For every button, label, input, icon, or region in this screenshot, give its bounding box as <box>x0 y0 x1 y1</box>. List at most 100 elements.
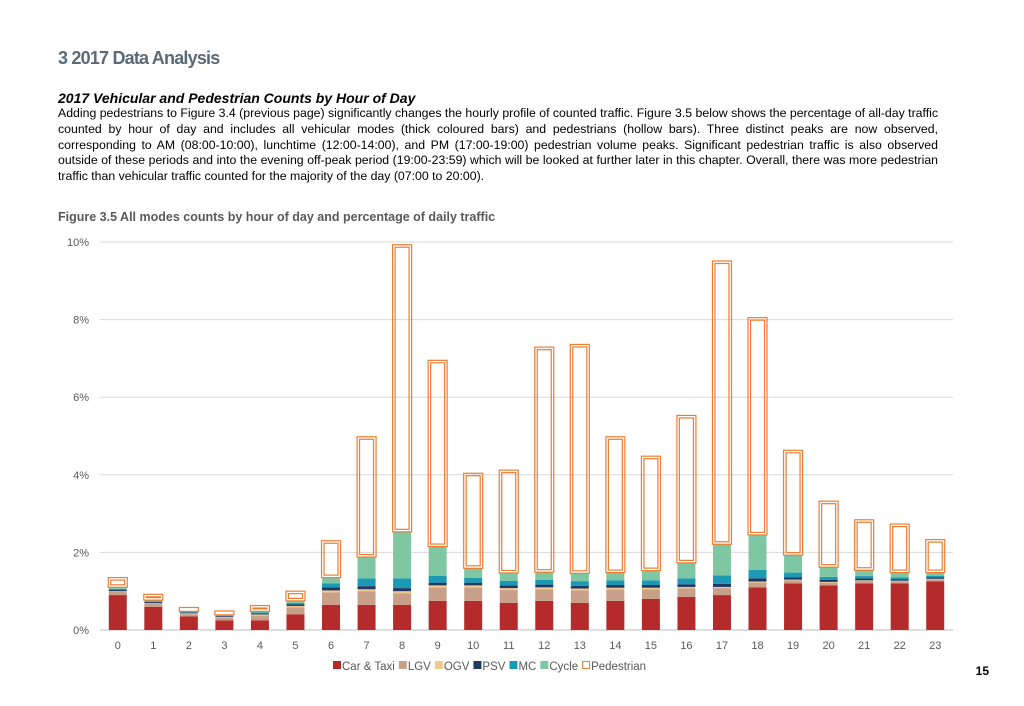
bar-car-taxi <box>499 602 518 630</box>
bar-psv <box>606 584 625 588</box>
bar-car-taxi <box>108 595 127 630</box>
bar-lgv <box>819 582 838 586</box>
bar-pedestrian <box>711 260 733 545</box>
bar-lgv <box>144 604 163 607</box>
bar-pedestrian <box>782 449 804 556</box>
bar-pedestrian <box>143 593 164 601</box>
bar-car-taxi <box>641 598 660 630</box>
y-tick-label: 6% <box>73 392 89 404</box>
x-tick-label: 18 <box>751 640 763 652</box>
bar-ogv <box>286 605 305 608</box>
bar-mc <box>286 602 305 605</box>
bar-psv <box>393 588 412 592</box>
figure-title: Figure 3.5 All modes counts by hour of d… <box>58 210 496 224</box>
bar-ogv <box>322 590 341 593</box>
bar-car-taxi <box>286 614 305 630</box>
bar-psv <box>819 579 838 582</box>
bar-psv <box>428 582 447 586</box>
bar-mc <box>393 578 412 589</box>
bar-cycle <box>499 572 518 581</box>
x-tick-label: 16 <box>680 640 692 652</box>
bar-pedestrian <box>569 343 590 574</box>
bar-mc <box>926 575 945 578</box>
bar-cycle <box>428 546 447 576</box>
bar-lgv <box>499 590 518 603</box>
bar-cycle <box>286 600 305 603</box>
bar-lgv <box>286 607 305 615</box>
bar-lgv <box>322 592 341 605</box>
x-tick-label: 3 <box>221 640 227 652</box>
x-tick-label: 1 <box>150 640 156 652</box>
bar-car-taxi <box>570 602 589 630</box>
bar-ogv <box>179 613 198 615</box>
bar-psv <box>535 584 554 588</box>
x-tick-label: 23 <box>929 640 941 652</box>
bar-pedestrian <box>356 436 377 558</box>
bar-ogv <box>677 586 696 589</box>
bar-mc <box>322 583 341 588</box>
legend-label: OGV <box>444 661 470 673</box>
bar-car-taxi <box>357 604 376 630</box>
x-tick-label: 4 <box>257 640 263 652</box>
x-tick-label: 11 <box>503 640 514 652</box>
bar-ogv <box>926 578 945 580</box>
bar-psv <box>641 584 660 588</box>
bar-mc <box>606 580 625 585</box>
bar-psv <box>464 582 483 586</box>
bar-ogv <box>428 585 447 588</box>
bar-ogv <box>464 585 483 588</box>
bar-pedestrian <box>534 346 555 573</box>
bar-car-taxi <box>855 583 874 630</box>
bar-pedestrian <box>463 472 484 569</box>
bar-mc <box>712 575 731 584</box>
bar-pedestrian <box>676 414 697 564</box>
bar-ogv <box>535 587 554 590</box>
bar-cycle <box>748 534 767 570</box>
x-tick-label: 6 <box>328 640 334 652</box>
bar-psv <box>250 613 269 615</box>
legend-label: Pedestrian <box>591 661 646 673</box>
bar-psv <box>890 579 909 581</box>
y-tick-label: 4% <box>73 470 89 482</box>
bar-ogv <box>819 581 838 583</box>
bar-lgv <box>606 589 625 601</box>
legend-label: LGV <box>408 661 431 673</box>
bar-mc <box>428 575 447 583</box>
bar-psv <box>748 578 767 582</box>
x-tick-label: 12 <box>538 640 550 652</box>
legend-label: Car & Taxi <box>342 661 395 673</box>
sub-heading: 2017 Vehicular and Pedestrian Counts by … <box>58 90 416 106</box>
bar-cycle <box>712 544 731 576</box>
bar-psv <box>322 587 341 591</box>
bar-car-taxi <box>784 583 803 630</box>
bar-lgv <box>712 588 731 596</box>
bar-mc <box>748 569 767 579</box>
bar-ogv <box>250 614 269 616</box>
bar-car-taxi <box>464 600 483 630</box>
bar-pedestrian <box>925 538 946 574</box>
bar-car-taxi <box>748 587 767 630</box>
bar-pedestrian <box>640 455 661 572</box>
bar-lgv <box>926 579 945 582</box>
bar-psv <box>570 585 589 589</box>
section-heading: 3 2017 Data Analysis <box>58 48 220 68</box>
y-tick-label: 2% <box>73 547 89 559</box>
legend-item: Pedestrian <box>582 661 646 673</box>
x-tick-label: 0 <box>115 640 121 652</box>
bar-car-taxi <box>677 597 696 630</box>
legend: Car & Taxi LGV OGV PSV MC Cycle Pedestrian <box>333 661 646 673</box>
grid-lines <box>100 241 953 631</box>
bar-car-taxi <box>890 583 909 630</box>
bar-car-taxi <box>393 604 412 630</box>
bar-mc <box>819 576 838 580</box>
bar-ogv <box>108 591 127 592</box>
bar-mc <box>250 612 269 614</box>
bar-psv <box>286 604 305 606</box>
bar-cycle <box>570 573 589 582</box>
bar-psv <box>357 586 376 590</box>
bar-car-taxi <box>322 604 341 630</box>
bar-mc <box>464 578 483 583</box>
legend-item: Car & Taxi <box>333 661 395 673</box>
bar-cycle <box>322 577 341 584</box>
